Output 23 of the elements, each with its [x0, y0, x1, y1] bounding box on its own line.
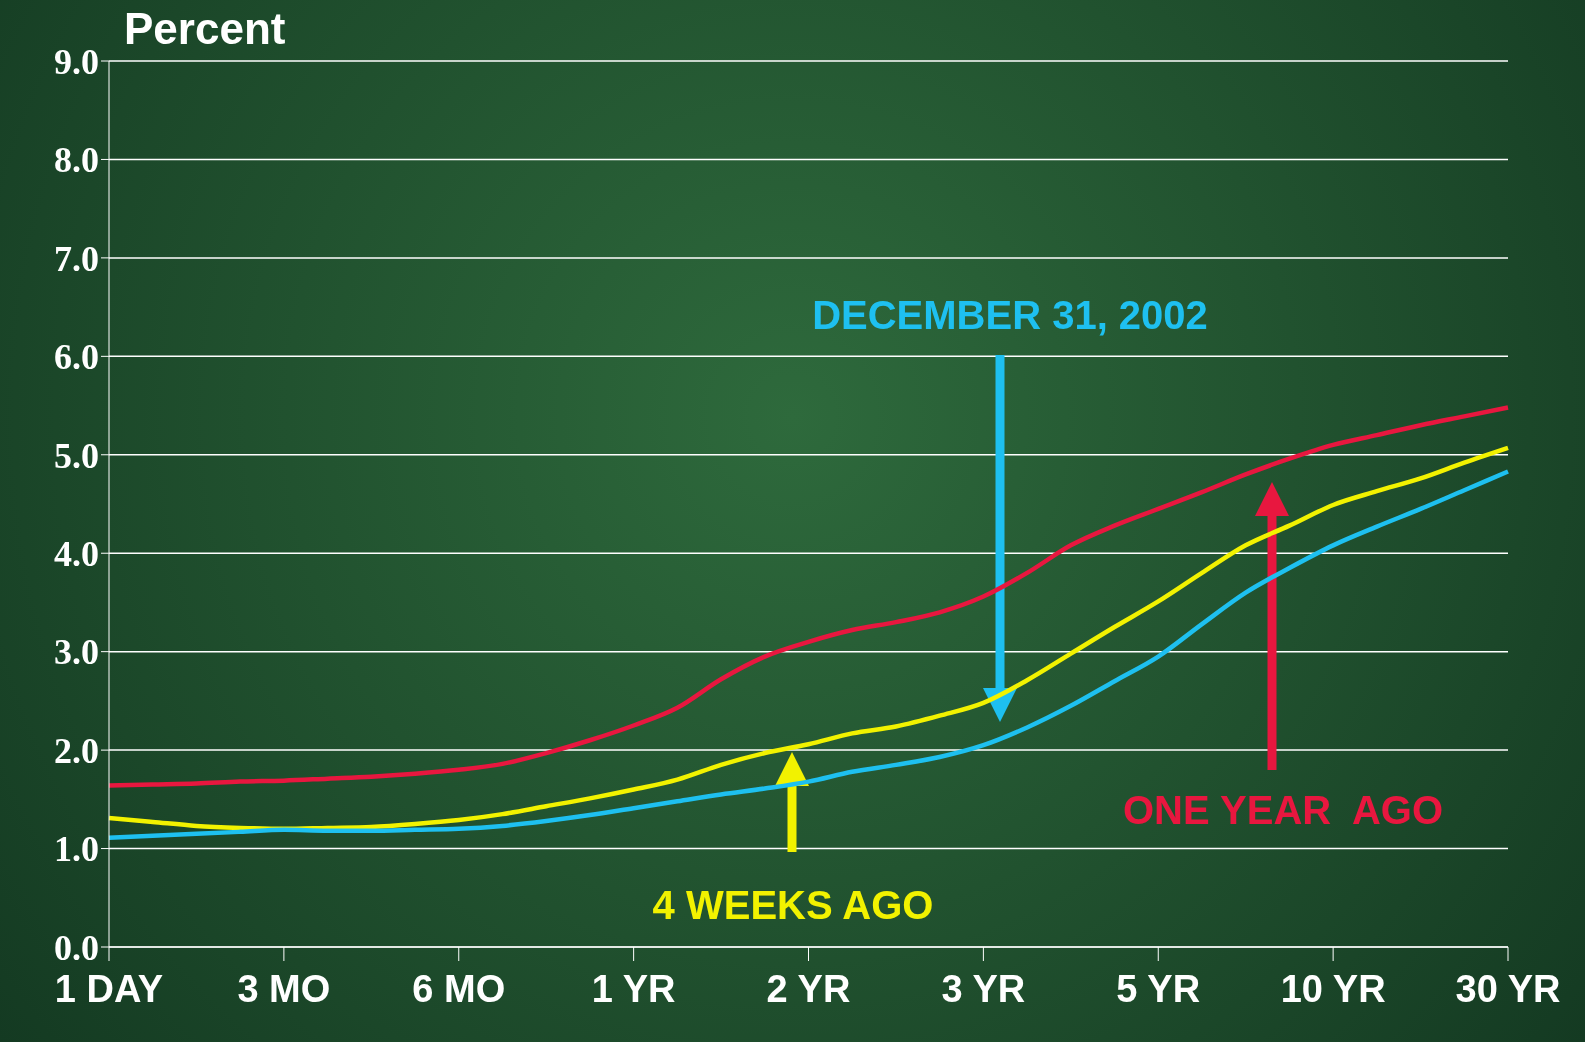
y-tick-label: 1.0 — [54, 829, 99, 870]
x-tick-label: 1 YR — [591, 967, 676, 1010]
y-tick-label: 4.0 — [54, 534, 99, 574]
y-tick-label: 6.0 — [54, 337, 99, 378]
y-tick-label: 0.0 — [54, 927, 99, 968]
x-tick-label: 30 YR — [1455, 967, 1561, 1010]
x-tick-label: 3 YR — [941, 967, 1026, 1010]
x-tick-label: 2 YR — [766, 967, 851, 1010]
x-tick-label: 5 YR — [1116, 967, 1201, 1010]
legend-label: 4 WEEKS AGO — [652, 882, 934, 928]
x-tick-label: 10 YR — [1280, 967, 1386, 1010]
x-tick-label: 1 DAY — [54, 967, 164, 1010]
y-tick-label: 8.0 — [54, 140, 99, 181]
text: ONE YEAR AGO — [1122, 787, 1444, 833]
y-axis-title: Percent — [124, 4, 286, 54]
x-tick-label: 3 MO — [237, 967, 331, 1010]
y-tick-label: 9.0 — [54, 41, 99, 82]
y-tick-label: 2.0 — [54, 730, 99, 771]
y-tick-label: 5.0 — [54, 435, 99, 476]
y-tick-label: 7.0 — [54, 238, 99, 279]
text: DECEMBER 31, 2002 — [812, 292, 1208, 338]
x-tick-label: 6 MO — [412, 967, 506, 1010]
y-tick-label: 3.0 — [54, 632, 99, 673]
